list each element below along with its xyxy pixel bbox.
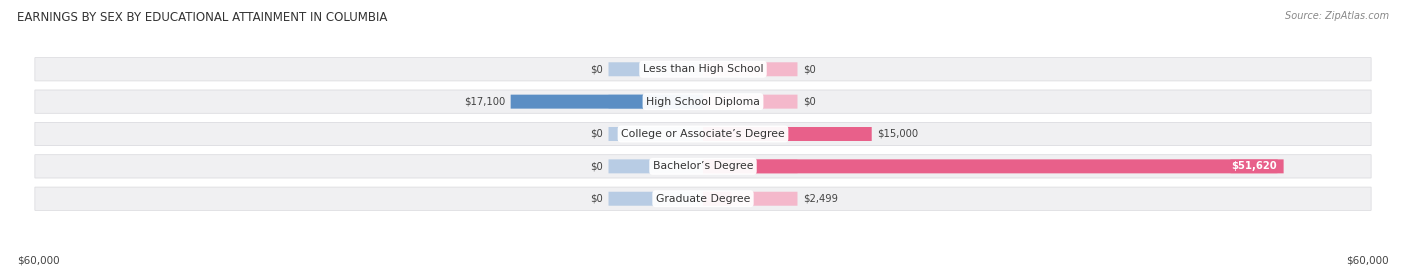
Text: College or Associate’s Degree: College or Associate’s Degree — [621, 129, 785, 139]
Text: Graduate Degree: Graduate Degree — [655, 194, 751, 204]
Text: High School Diploma: High School Diploma — [647, 97, 759, 107]
Text: $51,620: $51,620 — [1232, 161, 1277, 171]
Text: $0: $0 — [803, 64, 815, 74]
FancyBboxPatch shape — [703, 95, 797, 109]
Legend: Male, Female: Male, Female — [638, 263, 768, 268]
FancyBboxPatch shape — [609, 62, 703, 76]
FancyBboxPatch shape — [35, 90, 1371, 113]
Text: $60,000: $60,000 — [1347, 255, 1389, 265]
FancyBboxPatch shape — [703, 62, 797, 76]
Text: $0: $0 — [803, 97, 815, 107]
FancyBboxPatch shape — [703, 159, 1284, 173]
FancyBboxPatch shape — [703, 159, 797, 173]
FancyBboxPatch shape — [35, 187, 1371, 210]
Text: $0: $0 — [591, 129, 603, 139]
Text: $17,100: $17,100 — [464, 97, 505, 107]
FancyBboxPatch shape — [609, 127, 703, 141]
FancyBboxPatch shape — [703, 127, 797, 141]
Text: $2,499: $2,499 — [803, 194, 838, 204]
FancyBboxPatch shape — [35, 122, 1371, 146]
FancyBboxPatch shape — [609, 95, 703, 109]
FancyBboxPatch shape — [609, 159, 703, 173]
FancyBboxPatch shape — [510, 95, 703, 109]
FancyBboxPatch shape — [35, 155, 1371, 178]
Text: $0: $0 — [591, 64, 603, 74]
Text: $60,000: $60,000 — [17, 255, 59, 265]
FancyBboxPatch shape — [703, 192, 731, 206]
FancyBboxPatch shape — [703, 127, 872, 141]
Text: EARNINGS BY SEX BY EDUCATIONAL ATTAINMENT IN COLUMBIA: EARNINGS BY SEX BY EDUCATIONAL ATTAINMEN… — [17, 11, 387, 24]
Text: $15,000: $15,000 — [877, 129, 918, 139]
Text: Less than High School: Less than High School — [643, 64, 763, 74]
Text: $0: $0 — [591, 194, 603, 204]
Text: Source: ZipAtlas.com: Source: ZipAtlas.com — [1285, 11, 1389, 21]
Text: $0: $0 — [591, 161, 603, 171]
FancyBboxPatch shape — [703, 192, 797, 206]
Text: Bachelor’s Degree: Bachelor’s Degree — [652, 161, 754, 171]
FancyBboxPatch shape — [35, 58, 1371, 81]
FancyBboxPatch shape — [609, 192, 703, 206]
